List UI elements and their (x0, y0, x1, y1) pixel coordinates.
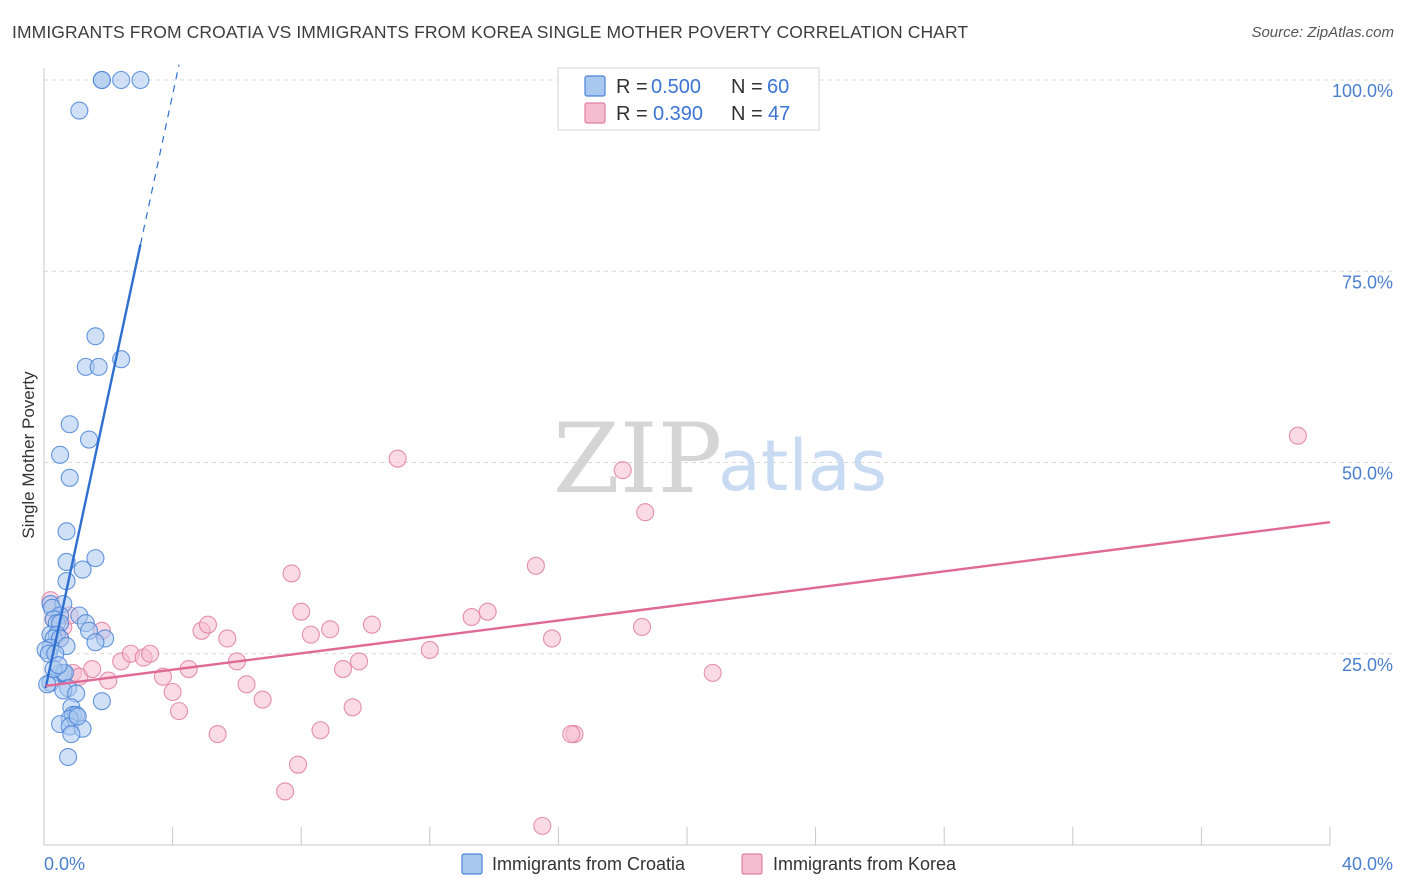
korea-point-33 (343, 698, 362, 717)
legend-swatch-korea (741, 853, 763, 875)
korea-point-39 (478, 602, 497, 621)
korea-point-27 (292, 602, 311, 621)
korea-point-38 (462, 607, 481, 627)
watermark-zip: ZIP (553, 403, 722, 515)
croatia-point-56 (59, 747, 78, 767)
croatia-points (36, 70, 150, 767)
croatia-point-5 (86, 327, 105, 346)
watermark-atlas: atlas (718, 425, 887, 507)
croatia-point-16 (73, 560, 92, 579)
korea-point-32 (333, 659, 353, 679)
korea-point-15 (163, 682, 182, 702)
legend-label-croatia: Immigrants from Croatia (492, 854, 686, 874)
croatia-point-14 (86, 549, 105, 568)
korea-point-30 (311, 721, 330, 740)
korea-point-46 (636, 503, 655, 522)
bottom-legend: Immigrants from Croatia Immigrants from … (461, 853, 957, 875)
korea-point-21 (218, 629, 237, 648)
y-tick-label-1: 50.0% (1342, 464, 1393, 484)
croatia-point-47 (92, 692, 111, 711)
korea-point-9 (99, 671, 118, 690)
stats-swatch-korea (584, 102, 606, 124)
stats-r-value-korea: 0.390 (653, 103, 703, 125)
korea-point-42 (542, 629, 562, 648)
legend-swatch-croatia (461, 853, 483, 875)
stats-r-label-korea: R = (616, 103, 648, 125)
korea-point-34 (350, 652, 369, 671)
korea-point-13 (141, 644, 160, 663)
croatia-point-33 (86, 633, 105, 652)
croatia-point-59 (68, 707, 87, 726)
croatia-trendline (44, 244, 142, 689)
korea-point-23 (237, 675, 256, 694)
korea-point-19 (198, 615, 218, 634)
croatia-point-55 (62, 725, 81, 744)
stats-n-label-korea: N = (731, 103, 763, 125)
x-tick-label-1: 40.0% (1342, 854, 1393, 874)
x-tick-label-0: 0.0% (44, 854, 85, 874)
korea-point-35 (362, 615, 381, 634)
croatia-point-9 (60, 415, 79, 434)
korea-point-20 (208, 725, 227, 744)
stats-n-value-croatia: 60 (767, 76, 789, 98)
y-tick-label-2: 75.0% (1342, 272, 1393, 292)
korea-point-47 (703, 663, 722, 682)
korea-point-16 (169, 702, 189, 721)
croatia-point-10 (79, 430, 99, 449)
chart-title: IMMIGRANTS FROM CROATIA VS IMMIGRANTS FR… (12, 22, 969, 42)
croatia-point-3 (131, 70, 150, 90)
korea-point-45 (632, 617, 652, 637)
y-tick-label-0: 25.0% (1342, 655, 1393, 675)
korea-point-8 (83, 659, 102, 679)
croatia-point-11 (51, 445, 70, 464)
y-tick-label-3: 100.0% (1332, 81, 1393, 101)
tick-labels: 25.0% 50.0% 75.0% 100.0% 0.0% 40.0% (44, 81, 1393, 874)
stats-swatch-croatia (584, 75, 606, 97)
croatia-trendline-extension (139, 64, 180, 245)
korea-point-36 (388, 449, 407, 468)
korea-point-29 (301, 625, 320, 644)
korea-point-26 (282, 564, 301, 583)
gridlines (44, 79, 1395, 655)
korea-point-25 (276, 782, 295, 801)
korea-point-24 (253, 690, 272, 709)
croatia-point-1 (92, 70, 111, 90)
stats-legend: R = 0.500 N = 60 R = 0.390 N = 47 (557, 67, 820, 131)
stats-n-label-croatia: N = (731, 76, 763, 98)
stats-r-value-croatia: 0.500 (651, 76, 701, 98)
korea-trendline (45, 520, 1331, 688)
korea-point-28 (288, 755, 308, 774)
korea-point-31 (321, 620, 340, 639)
stats-n-value-korea: 47 (768, 103, 790, 125)
korea-point-48 (1288, 426, 1307, 445)
croatia-point-4 (70, 101, 89, 120)
korea-point-44 (613, 461, 632, 480)
axes (43, 68, 1331, 846)
stats-r-label-croatia: R = (616, 76, 648, 98)
korea-point-37 (420, 640, 439, 659)
watermark: ZIP atlas (553, 403, 887, 515)
croatia-point-13 (57, 522, 76, 541)
croatia-point-12 (60, 468, 79, 487)
y-axis-label: Single Mother Poverty (19, 371, 38, 539)
trendlines (44, 64, 1331, 689)
korea-point-49 (562, 725, 581, 744)
croatia-point-8 (89, 357, 108, 376)
source-credit: Source: ZipAtlas.com (1251, 24, 1394, 41)
korea-point-41 (533, 816, 552, 835)
korea-point-40 (526, 556, 545, 575)
legend-label-korea: Immigrants from Korea (773, 854, 957, 874)
croatia-point-2 (112, 70, 131, 90)
